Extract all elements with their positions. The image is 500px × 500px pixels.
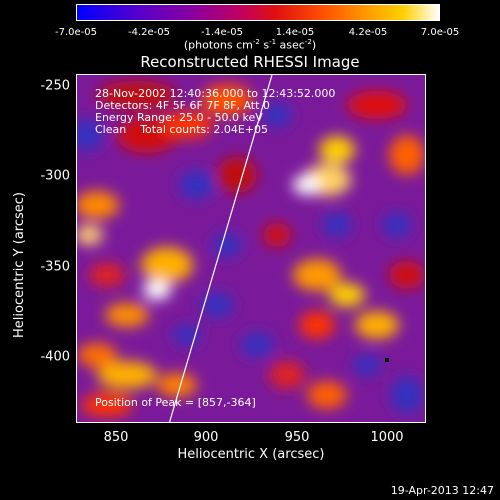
emission-blob: [269, 361, 305, 389]
colorbar-unit: (photons cm-2 s-1 asec-2): [183, 38, 317, 52]
emission-blob: [105, 303, 149, 327]
x-tick: 850: [103, 430, 129, 445]
colorbar: [76, 4, 440, 21]
emission-blob: [77, 119, 103, 151]
image-title: Reconstructed RHESSI Image: [140, 53, 360, 71]
emission-blob: [355, 311, 399, 339]
emission-blob: [329, 283, 365, 307]
y-tick: -250: [40, 78, 70, 94]
emission-blob: [77, 343, 117, 367]
colorbar-tick: 4.2e-05: [348, 27, 388, 38]
emission-blob: [179, 171, 215, 199]
emission-blob: [299, 311, 335, 339]
x-tick: 1000: [370, 430, 404, 445]
emission-blob: [89, 263, 125, 287]
render-timestamp: 19-Apr-2013 12:47: [390, 484, 494, 497]
annotation-time: 28-Nov-2002 12:40:36.000 to 12:43:52.000: [95, 87, 336, 100]
emission-blob: [241, 333, 273, 357]
annotation-peak: Position of Peak = [857,-364]: [95, 396, 256, 409]
emission-blob: [81, 393, 133, 417]
emission-blob: [157, 373, 197, 397]
emission-blob: [201, 84, 253, 116]
colorbar-tick: -7.0e-05: [55, 27, 97, 38]
y-tick: -300: [40, 168, 70, 184]
emission-blob: [353, 355, 381, 375]
x-axis-label: Heliocentric X (arcsec): [177, 447, 325, 462]
emission-blob: [383, 213, 411, 237]
colorbar-tick: 1.4e-05: [275, 27, 315, 38]
emission-blob: [213, 233, 241, 257]
emission-blob: [391, 377, 423, 413]
emission-blob: [293, 259, 341, 291]
x-tick: 900: [193, 430, 219, 445]
emission-blob: [77, 191, 119, 219]
emission-blob: [141, 247, 193, 283]
emission-blob: [319, 136, 355, 164]
emission-blob: [97, 361, 157, 389]
colorbar-tick: 7.0e-05: [420, 27, 460, 38]
emission-blob: [389, 261, 425, 289]
colorbar-tick: -1.4e-05: [201, 27, 243, 38]
emission-blob: [161, 111, 213, 139]
colorbar-tick: -4.2e-05: [128, 27, 170, 38]
y-tick: -350: [40, 259, 70, 275]
emission-blob: [217, 157, 257, 193]
emission-blob: [263, 103, 291, 127]
emission-blob: [389, 135, 425, 175]
rhessi-image-canvas: [77, 75, 425, 422]
x-tick: 950: [284, 430, 310, 445]
annotation-clean: Clean Total counts: 2.04E+05: [95, 123, 269, 136]
emission-blob: [307, 381, 347, 409]
emission-blob: [263, 223, 291, 247]
emission-blob: [293, 175, 321, 195]
emission-blob: [347, 91, 407, 119]
emission-blob: [323, 213, 351, 237]
rhessi-image-plot: [76, 74, 426, 423]
emission-blob: [143, 280, 171, 300]
annotation-detectors: Detectors: 4F 5F 6F 7F 8F, Att 0: [95, 99, 270, 112]
y-axis-label: Heliocentric Y (arcsec): [12, 192, 27, 338]
emission-blob: [97, 81, 177, 109]
emission-blob: [201, 293, 233, 317]
annotation-energy: Energy Range: 25.0 - 50.0 keV: [95, 111, 263, 124]
emission-blob: [77, 225, 103, 245]
y-tick: -400: [40, 349, 70, 365]
